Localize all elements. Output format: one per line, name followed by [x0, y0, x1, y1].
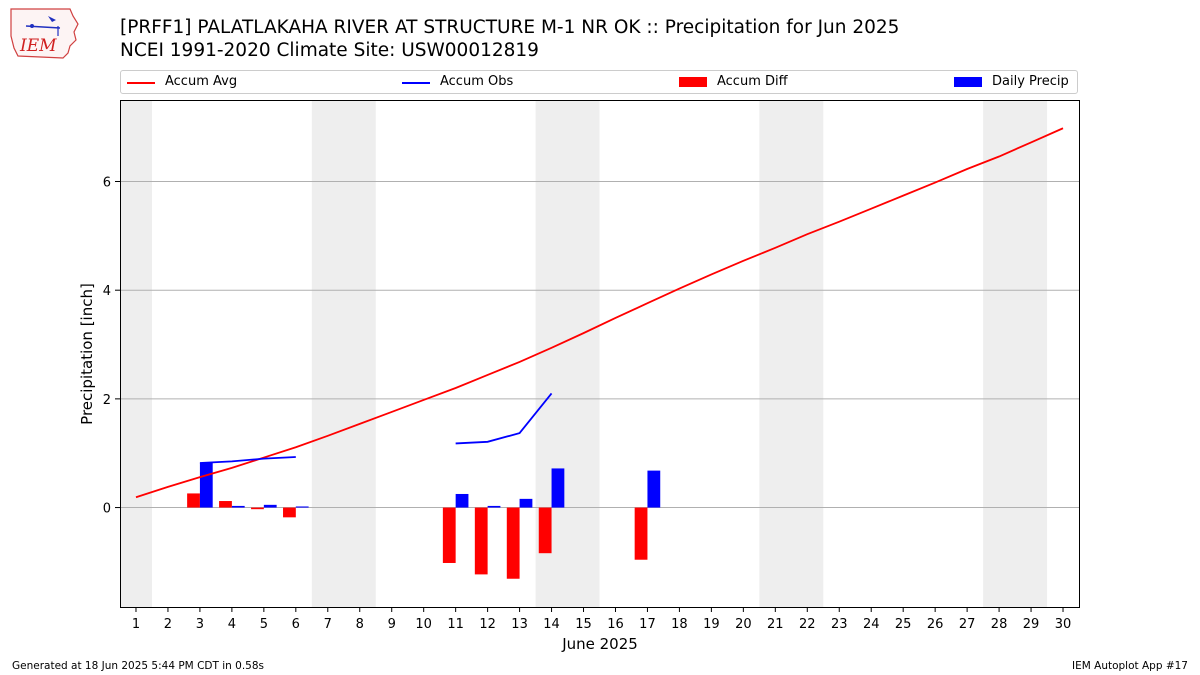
- logo-text: IEM: [19, 36, 57, 56]
- app-credit: IEM Autoplot App #17: [1072, 660, 1188, 672]
- x-tick-label: 2: [164, 617, 172, 632]
- accum-diff-bar: [442, 507, 456, 563]
- weekend-shading: [120, 100, 1048, 607]
- legend-swatch: [402, 82, 430, 84]
- accum-diff-bar: [251, 507, 264, 510]
- x-tick-label: 5: [260, 617, 268, 632]
- x-tick-label: 23: [831, 617, 848, 632]
- legend: Accum Avg Accum Obs Accum Diff Daily Pre…: [120, 70, 1078, 94]
- accum-diff-bar: [474, 507, 488, 575]
- x-tick-label: 25: [895, 617, 912, 632]
- x-axis-ticks: 1 2 3 4 5 6 7 8 9 10 11 12 13 14 15 16 17 18 19 20 21 22 23 24 2…: [132, 607, 1071, 632]
- daily-precip-bar: [455, 493, 469, 508]
- grid-lines: [120, 181, 1079, 509]
- legend-label: Accum Diff: [717, 74, 788, 89]
- x-tick-label: 7: [324, 617, 332, 632]
- x-tick-label: 21: [767, 617, 784, 632]
- x-tick-label: 14: [543, 617, 560, 632]
- daily-precip-bar: [519, 498, 533, 508]
- x-axis-label: June 2025: [561, 635, 638, 653]
- x-tick-label: 12: [479, 617, 496, 632]
- iowa-state-icon: IEM: [10, 8, 79, 59]
- daily-precip-bar: [647, 470, 661, 508]
- x-tick-label: 3: [196, 617, 204, 632]
- y-axis-ticks: 0 2 4 6: [103, 176, 120, 517]
- accum-diff-bar: [634, 507, 648, 560]
- x-tick-label: 8: [356, 617, 364, 632]
- x-tick-label: 10: [415, 617, 432, 632]
- x-tick-label: 16: [607, 617, 624, 632]
- daily-precip-bar: [295, 506, 309, 508]
- accum-diff-bar: [538, 507, 552, 554]
- accum-diff-bar: [219, 501, 232, 508]
- x-tick-label: 18: [671, 617, 688, 632]
- x-tick-label: 26: [927, 617, 944, 632]
- y-tick-label: 6: [103, 176, 111, 191]
- accum-obs-line: [199, 456, 296, 464]
- x-tick-label: 27: [959, 617, 976, 632]
- x-tick-label: 22: [799, 617, 816, 632]
- x-tick-label: 20: [735, 617, 752, 632]
- x-tick-label: 4: [228, 617, 236, 632]
- weekend-band: [311, 100, 376, 607]
- weekend-band: [983, 100, 1048, 607]
- chart-subtitle: NCEI 1991-2020 Climate Site: USW00012819: [120, 40, 539, 61]
- daily-precip-bar: [487, 505, 501, 508]
- weekend-band: [759, 100, 824, 607]
- daily-precip-bar: [263, 504, 277, 508]
- weekend-band: [120, 100, 152, 607]
- y-tick-label: 4: [103, 284, 111, 299]
- x-tick-label: 9: [388, 617, 396, 632]
- x-tick-label: 30: [1055, 617, 1072, 632]
- bars: [187, 462, 661, 579]
- y-tick-label: 0: [103, 502, 111, 517]
- lines: [135, 127, 1064, 499]
- accum-diff-bar: [506, 507, 520, 579]
- x-tick-label: 11: [447, 617, 464, 632]
- plot-frame: [120, 100, 1080, 608]
- y-tick-label: 2: [103, 393, 111, 408]
- x-tick-label: 17: [639, 617, 656, 632]
- accum-diff-bar: [283, 507, 296, 518]
- generated-timestamp: Generated at 18 Jun 2025 5:44 PM CDT in …: [12, 660, 265, 672]
- daily-precip-bar: [231, 505, 245, 508]
- x-tick-label: 24: [863, 617, 880, 632]
- x-tick-label: 1: [132, 617, 140, 632]
- accum-diff-bar: [187, 493, 200, 508]
- y-axis-label: Precipitation [inch]: [78, 283, 96, 425]
- x-tick-label: 6: [292, 617, 300, 632]
- legend-label: Accum Avg: [165, 74, 238, 89]
- legend-swatch: [679, 77, 707, 87]
- daily-precip-bar: [551, 468, 565, 508]
- x-tick-label: 19: [703, 617, 720, 632]
- x-tick-label: 29: [1023, 617, 1040, 632]
- x-tick-label: 28: [991, 617, 1008, 632]
- legend-swatch: [954, 77, 982, 87]
- iem-logo: IEM: [8, 6, 80, 60]
- accum-avg-line: [135, 127, 1064, 499]
- accum-obs-line: [455, 392, 553, 445]
- legend-label: Accum Obs: [440, 74, 514, 89]
- x-tick-label: 13: [511, 617, 528, 632]
- legend-label: Daily Precip: [992, 74, 1069, 89]
- daily-precip-bar: [199, 462, 213, 508]
- legend-swatch: [127, 82, 155, 84]
- x-tick-label: 15: [575, 617, 592, 632]
- chart-title: [PRFF1] PALATLAKAHA RIVER AT STRUCTURE M…: [120, 17, 900, 38]
